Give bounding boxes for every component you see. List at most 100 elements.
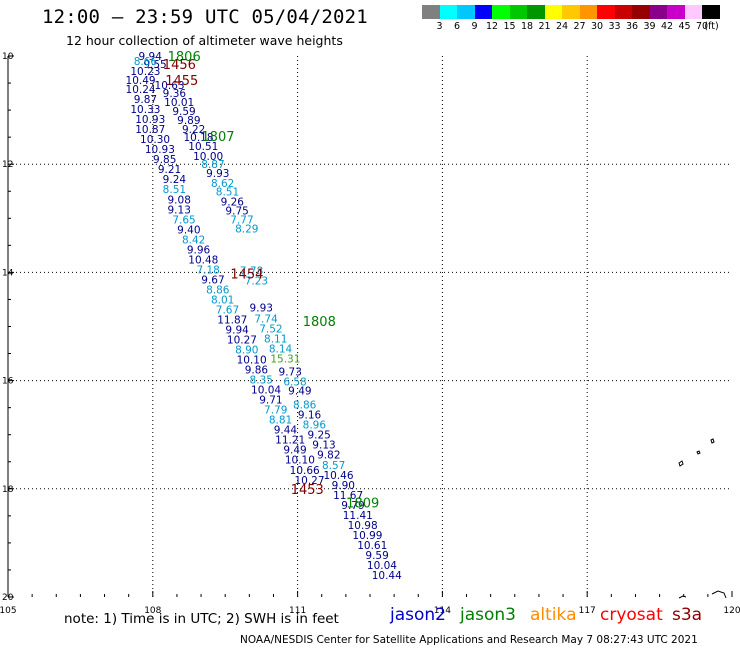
wave-height-value: 10.46 bbox=[323, 470, 353, 482]
wave-height-value: 10.93 bbox=[135, 114, 165, 126]
wave-height-value: 10.48 bbox=[188, 254, 218, 266]
wave-height-value: 8.42 bbox=[182, 234, 205, 246]
island-outlines bbox=[678, 438, 727, 599]
wave-height-value: 10.04 bbox=[367, 560, 397, 572]
satellite-legend-entry: jason3 bbox=[460, 605, 516, 625]
lon-label: 111 bbox=[289, 606, 306, 616]
lat-label: 10 bbox=[2, 52, 14, 62]
satellite-legend-entry: s3a bbox=[672, 605, 703, 625]
footnote: note: 1) Time is in UTC; 2) SWH is in fe… bbox=[64, 611, 339, 627]
map-title: 12:00 – 23:59 UTC 05/04/2021 bbox=[42, 6, 368, 28]
wave-height-value: 9.49 bbox=[283, 445, 306, 457]
wave-height-value: 7.77 bbox=[230, 214, 253, 226]
colorbar-label: 15 bbox=[503, 21, 516, 32]
wave-height-value: 10.30 bbox=[140, 134, 170, 146]
satellite-legend-entry: cryosat bbox=[600, 605, 663, 625]
colorbar-label: 6 bbox=[453, 21, 461, 32]
wave-height-value: 8.96 bbox=[303, 420, 327, 432]
lat-label: 18 bbox=[2, 485, 14, 495]
pass-number-label: 1808 bbox=[303, 315, 336, 330]
colorbar-label: 36 bbox=[625, 21, 639, 32]
colorbar-swatch bbox=[684, 5, 702, 19]
wave-height-value: 7.79 bbox=[264, 405, 287, 417]
wave-height-value: 8.14 bbox=[269, 344, 293, 356]
wave-height-value: 9.40 bbox=[177, 224, 200, 236]
wave-height-value: 9.93 bbox=[250, 302, 273, 314]
wave-height-value: 9.79 bbox=[341, 500, 364, 512]
wave-height-value: 9.96 bbox=[187, 244, 211, 256]
colorbar-swatch bbox=[614, 5, 632, 19]
wave-height-value: 10.44 bbox=[372, 570, 402, 582]
wave-height-value: 9.82 bbox=[317, 450, 340, 462]
wave-height-value: 8.81 bbox=[269, 415, 292, 427]
wave-height-value: 10.27 bbox=[227, 335, 257, 347]
pass-number-label: 1453 bbox=[291, 483, 324, 498]
wave-height-value: 9.26 bbox=[221, 196, 245, 208]
wave-height-value: 9.94 bbox=[139, 51, 163, 63]
colorbar-swatch bbox=[492, 5, 510, 19]
colorbar-swatch bbox=[439, 5, 457, 19]
wave-height-value: 9.08 bbox=[168, 194, 191, 206]
colorbar-swatch bbox=[474, 5, 492, 19]
lat-label: 16 bbox=[2, 377, 14, 387]
map-subtitle: 12 hour collection of altimeter wave hei… bbox=[66, 33, 343, 48]
wave-height-value: 11.21 bbox=[275, 435, 305, 447]
colorbar-labels: 3 6 9 12 15 18 21 24 27 30 33 36 39 42 45 70 (ft) bbox=[422, 21, 732, 33]
wave-height-value: 10.10 bbox=[237, 355, 267, 367]
lat-label: 20 bbox=[2, 593, 14, 603]
colorbar-swatch bbox=[457, 5, 475, 19]
wave-height-value: 8.57 bbox=[322, 460, 345, 472]
wave-height-value: 15.31 bbox=[270, 354, 300, 366]
wave-height-value: 10.98 bbox=[348, 520, 378, 532]
colorbar-swatch bbox=[667, 5, 685, 19]
island-shape bbox=[711, 590, 727, 599]
wave-height-value: 8.11 bbox=[264, 334, 287, 346]
lat-label: 12 bbox=[2, 160, 13, 170]
graticule bbox=[8, 56, 732, 597]
wave-height-value: 10.93 bbox=[145, 144, 175, 156]
wave-height-value: 9.36 bbox=[163, 88, 187, 100]
colorbar-label: 33 bbox=[608, 21, 621, 32]
colorbar-swatch bbox=[544, 5, 562, 19]
wave-height-value: 10.27 bbox=[294, 475, 324, 487]
wave-height-value: 9.21 bbox=[158, 164, 181, 176]
wave-height-value: 10.66 bbox=[290, 465, 320, 477]
colorbar-label: 3 bbox=[436, 21, 443, 32]
wave-height-value: 8.35 bbox=[250, 375, 273, 387]
wave-height-value: 7.78 bbox=[240, 265, 263, 277]
colorbar-swatch bbox=[422, 5, 440, 19]
colorbar-swatch bbox=[632, 5, 650, 19]
wave-height-value: 8.87 bbox=[201, 159, 224, 171]
colorbar-label: 12 bbox=[485, 21, 499, 32]
pass-number-label: 1455 bbox=[165, 74, 198, 89]
colorbar-label: 27 bbox=[573, 21, 586, 32]
pass-number-label: 1809 bbox=[346, 496, 379, 511]
colorbar-swatch bbox=[579, 5, 597, 19]
satellite-legend-entry: jason2 bbox=[390, 605, 446, 625]
wave-height-value: 9.90 bbox=[332, 480, 355, 492]
wave-height-value: 9.85 bbox=[153, 154, 176, 166]
wave-height-value: 8.86 bbox=[293, 400, 317, 412]
colorbar-label: 42 bbox=[660, 21, 674, 32]
wave-height-value: 8.86 bbox=[206, 284, 230, 296]
wave-height-value: 9.55 bbox=[143, 59, 166, 71]
wave-height-value: 7.52 bbox=[259, 324, 282, 336]
wave-height-value: 7.65 bbox=[172, 214, 195, 226]
island-shape bbox=[696, 450, 701, 455]
pass-number-label: 1806 bbox=[168, 50, 201, 65]
island-shape bbox=[678, 460, 684, 467]
wave-height-value: 9.75 bbox=[225, 205, 248, 217]
pass-number-label: 1807 bbox=[201, 130, 234, 145]
wave-height-value: 9.44 bbox=[274, 425, 298, 437]
wave-height-value: 11.41 bbox=[343, 510, 373, 522]
wave-height-value: 9.71 bbox=[259, 395, 282, 407]
wave-height-value: 11.67 bbox=[333, 490, 363, 502]
wave-height-value: 10.10 bbox=[285, 455, 315, 467]
wave-height-value: 9.13 bbox=[312, 440, 335, 452]
wave-height-value: 7.74 bbox=[254, 313, 278, 325]
wave-height-value: 9.73 bbox=[279, 367, 302, 379]
wave-height-colorbar bbox=[422, 5, 720, 19]
wave-height-value: 11.87 bbox=[217, 314, 247, 326]
wave-height-value: 8.90 bbox=[235, 345, 258, 357]
